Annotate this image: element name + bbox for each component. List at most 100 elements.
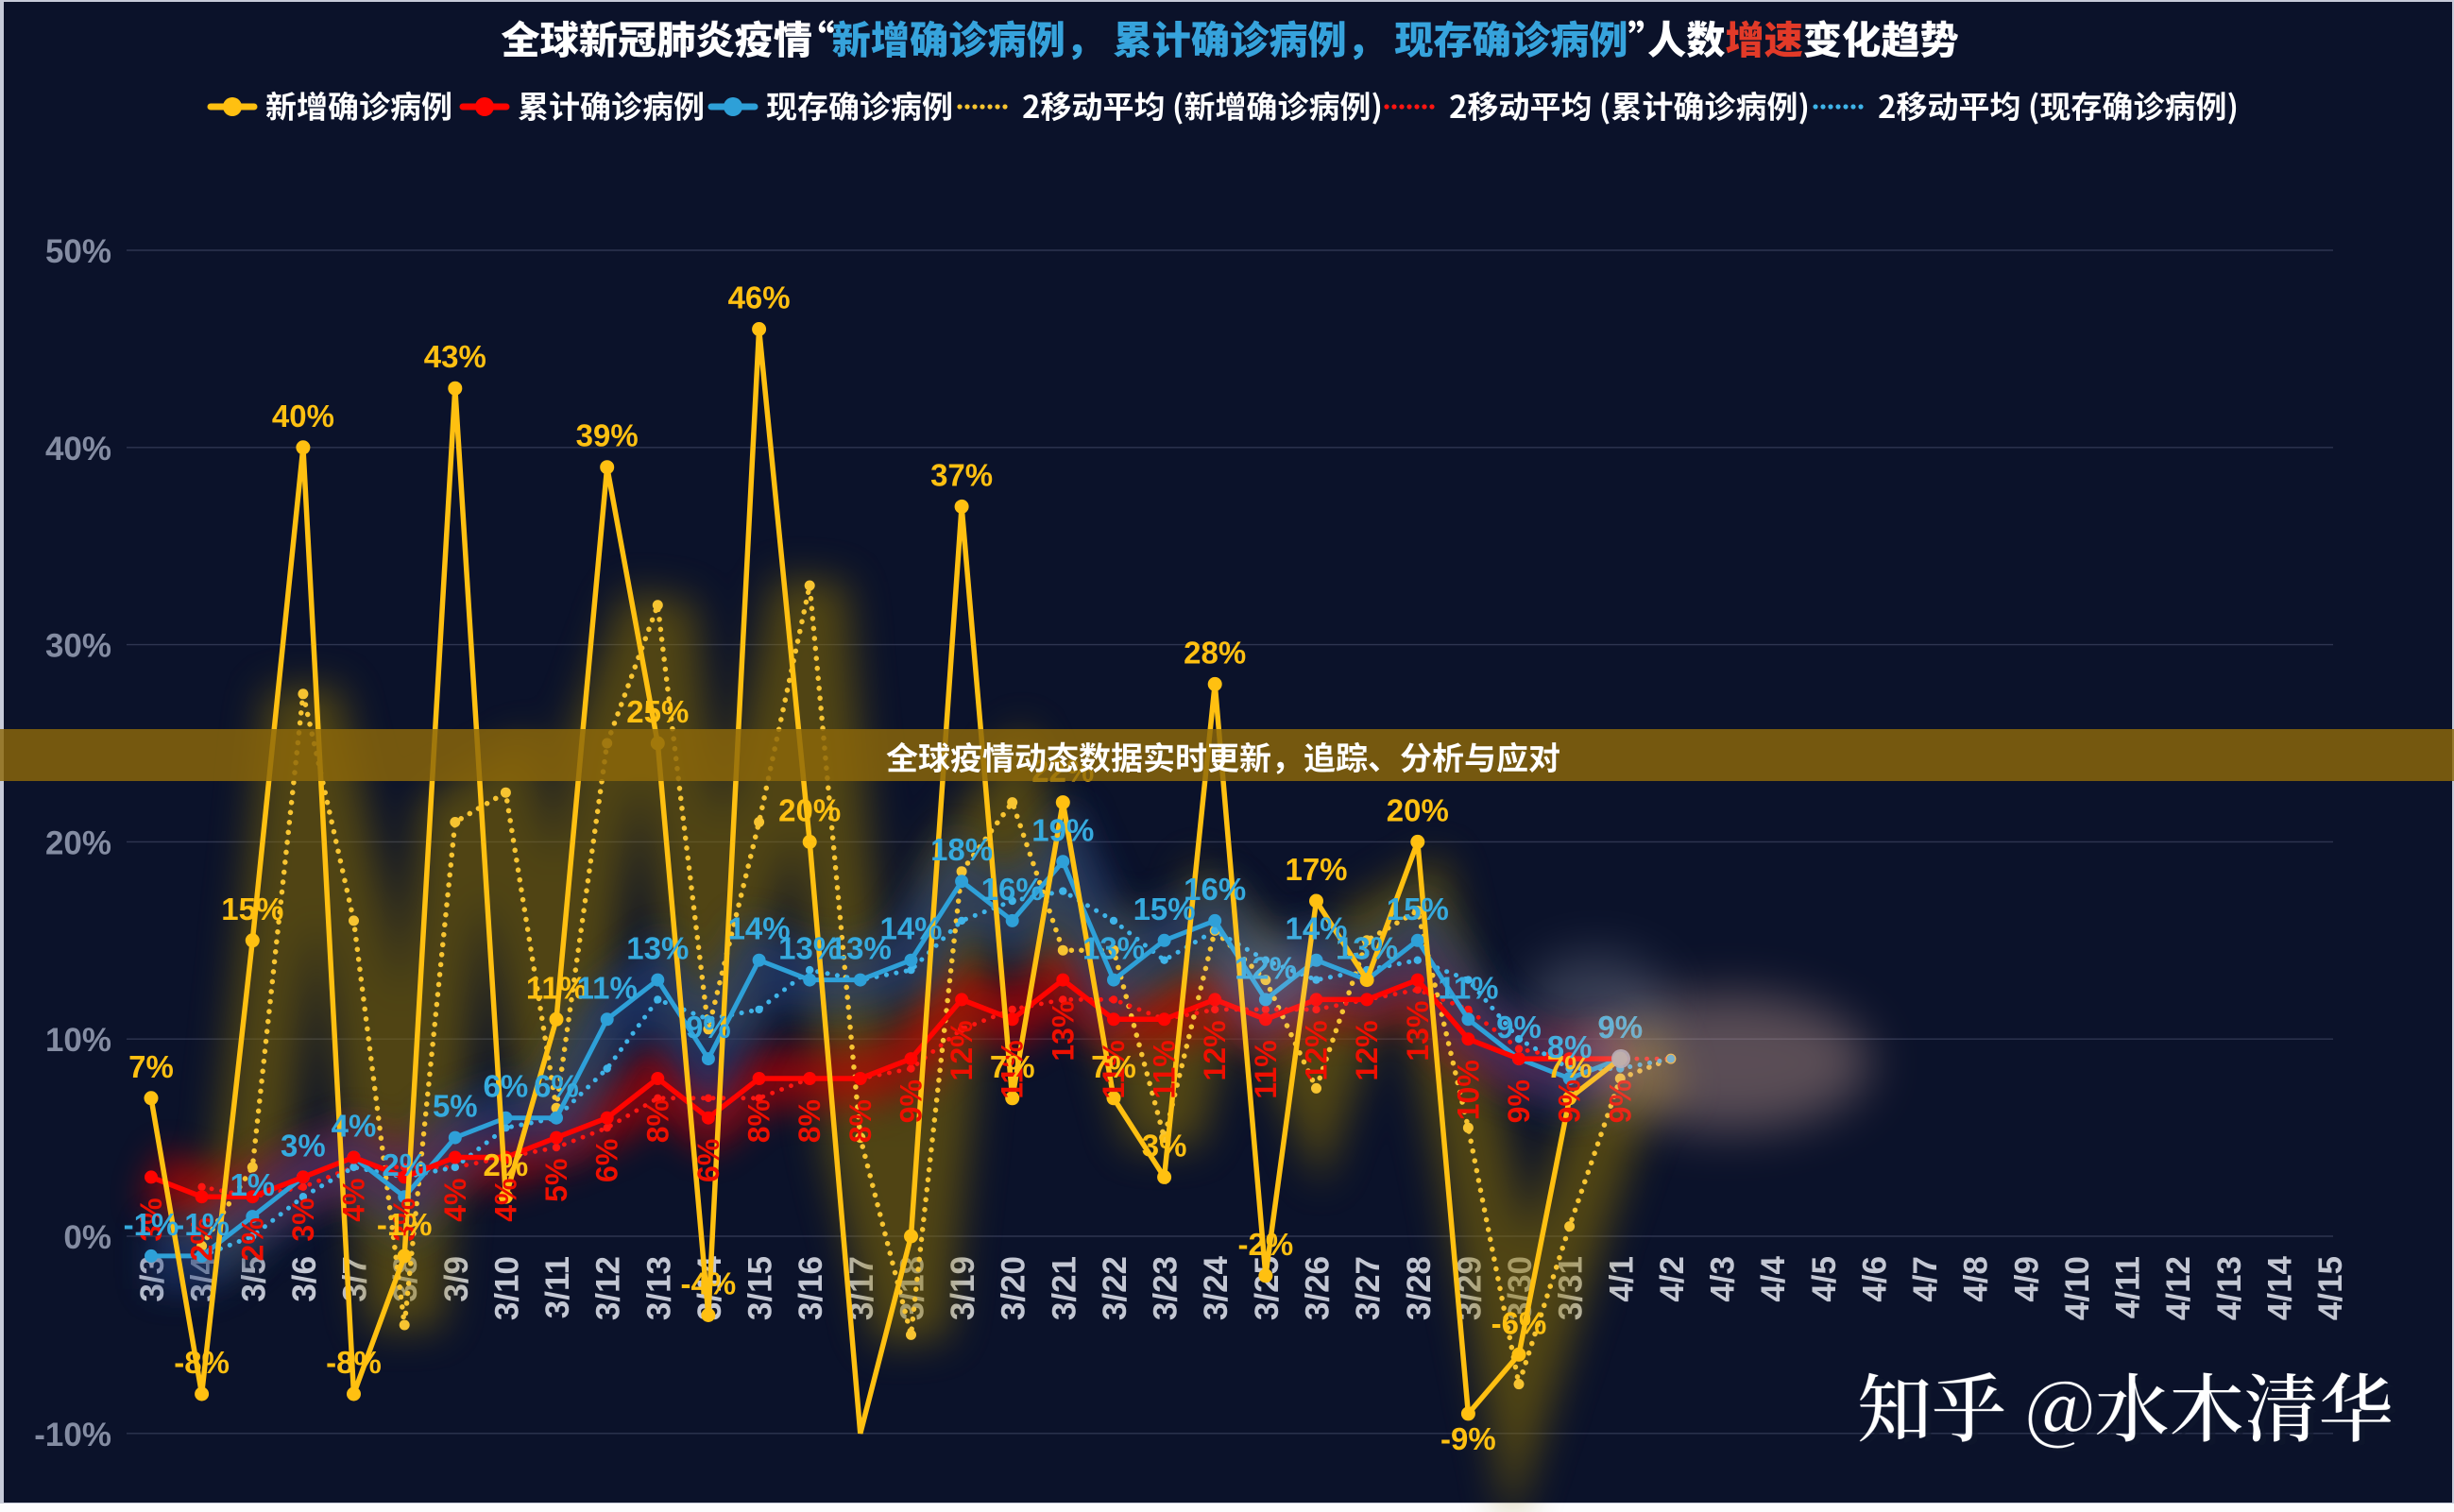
svg-text:11%: 11% xyxy=(1249,1040,1283,1098)
svg-text:-1%: -1% xyxy=(124,1207,179,1242)
svg-text:12%: 12% xyxy=(1350,1020,1384,1080)
svg-text:6%: 6% xyxy=(484,1069,529,1104)
svg-text:4/13: 4/13 xyxy=(2211,1256,2248,1320)
svg-text:12%: 12% xyxy=(1300,1020,1334,1080)
svg-text:3/11: 3/11 xyxy=(539,1256,576,1318)
svg-text:3/21: 3/21 xyxy=(1046,1256,1082,1320)
svg-text:3/26: 3/26 xyxy=(1300,1256,1337,1320)
svg-text:39%: 39% xyxy=(576,418,639,453)
svg-text:3%: 3% xyxy=(1142,1128,1187,1163)
svg-text:3/16: 3/16 xyxy=(792,1256,829,1320)
svg-text:15%: 15% xyxy=(1387,892,1449,926)
svg-text:-6%: -6% xyxy=(1491,1305,1547,1340)
svg-text:3%: 3% xyxy=(281,1128,326,1163)
svg-text:4/15: 4/15 xyxy=(2312,1256,2349,1320)
svg-text:43%: 43% xyxy=(424,339,486,374)
svg-text:46%: 46% xyxy=(728,280,791,315)
svg-text:30%: 30% xyxy=(45,628,111,665)
svg-text:3/23: 3/23 xyxy=(1148,1256,1184,1320)
svg-text:4%: 4% xyxy=(488,1179,522,1222)
svg-text:20%: 20% xyxy=(1387,792,1449,827)
svg-text:3/27: 3/27 xyxy=(1350,1256,1387,1320)
svg-text:7%: 7% xyxy=(1091,1049,1136,1084)
svg-text:3/20: 3/20 xyxy=(996,1256,1032,1320)
svg-text:13%: 13% xyxy=(1336,931,1398,966)
svg-text:3/28: 3/28 xyxy=(1401,1256,1438,1320)
svg-text:-8%: -8% xyxy=(326,1345,382,1380)
svg-text:5%: 5% xyxy=(539,1159,573,1202)
svg-text:1%: 1% xyxy=(230,1167,275,1202)
svg-text:4/8: 4/8 xyxy=(1958,1256,1995,1302)
svg-text:4/11: 4/11 xyxy=(2110,1256,2147,1318)
svg-text:4/5: 4/5 xyxy=(1806,1256,1843,1302)
svg-text:40%: 40% xyxy=(272,399,334,433)
svg-text:4/10: 4/10 xyxy=(2059,1256,2096,1320)
svg-text:20%: 20% xyxy=(778,792,841,827)
svg-text:3/6: 3/6 xyxy=(286,1256,323,1302)
svg-text:37%: 37% xyxy=(930,457,993,492)
svg-text:0%: 0% xyxy=(63,1219,111,1256)
svg-text:-1%: -1% xyxy=(174,1207,230,1242)
svg-text:8%: 8% xyxy=(792,1099,827,1143)
svg-text:9%: 9% xyxy=(1502,1079,1536,1123)
svg-text:3/15: 3/15 xyxy=(742,1256,779,1320)
svg-text:3%: 3% xyxy=(286,1198,320,1241)
svg-text:18%: 18% xyxy=(930,832,993,867)
svg-text:-2%: -2% xyxy=(1238,1227,1294,1262)
svg-text:7%: 7% xyxy=(990,1049,1035,1084)
svg-text:13%: 13% xyxy=(829,931,892,966)
svg-text:4/3: 4/3 xyxy=(1705,1256,1742,1302)
svg-text:8%: 8% xyxy=(844,1099,878,1143)
svg-text:10%: 10% xyxy=(45,1022,111,1059)
svg-text:14%: 14% xyxy=(1285,911,1347,946)
svg-text:2%: 2% xyxy=(484,1147,529,1182)
svg-text:4/7: 4/7 xyxy=(1907,1256,1944,1302)
svg-text:-8%: -8% xyxy=(174,1345,230,1380)
svg-text:3/24: 3/24 xyxy=(1198,1255,1235,1320)
svg-text:15%: 15% xyxy=(1133,892,1196,926)
svg-text:13%: 13% xyxy=(1046,1001,1080,1062)
svg-text:11%: 11% xyxy=(996,1040,1030,1098)
svg-text:-4%: -4% xyxy=(681,1266,737,1301)
svg-text:9%: 9% xyxy=(1553,1079,1587,1123)
svg-text:4/4: 4/4 xyxy=(1755,1255,1792,1301)
svg-text:14%: 14% xyxy=(879,911,942,946)
svg-text:16%: 16% xyxy=(981,872,1044,907)
svg-text:14%: 14% xyxy=(728,911,791,946)
svg-text:4%: 4% xyxy=(337,1179,371,1222)
svg-text:12%: 12% xyxy=(1198,1020,1232,1080)
svg-text:4%: 4% xyxy=(438,1179,472,1222)
svg-text:-1%: -1% xyxy=(377,1207,433,1242)
svg-text:11%: 11% xyxy=(1148,1040,1182,1098)
svg-text:4/12: 4/12 xyxy=(2160,1256,2197,1320)
svg-text:16%: 16% xyxy=(1184,872,1246,907)
svg-text:7%: 7% xyxy=(1547,1049,1593,1084)
svg-text:11%: 11% xyxy=(526,970,587,1005)
svg-text:13%: 13% xyxy=(1401,1001,1435,1062)
svg-text:4/14: 4/14 xyxy=(2262,1255,2299,1320)
svg-text:20%: 20% xyxy=(45,824,111,861)
svg-text:9%: 9% xyxy=(686,1010,731,1045)
svg-text:4/2: 4/2 xyxy=(1654,1256,1691,1302)
svg-text:3%: 3% xyxy=(387,1198,421,1241)
svg-text:4/6: 4/6 xyxy=(1856,1256,1893,1302)
svg-text:19%: 19% xyxy=(1031,812,1094,847)
svg-text:13%: 13% xyxy=(1082,931,1145,966)
svg-text:4%: 4% xyxy=(332,1109,377,1144)
svg-text:2%: 2% xyxy=(382,1147,427,1182)
svg-text:3/22: 3/22 xyxy=(1097,1256,1133,1320)
svg-text:10%: 10% xyxy=(1451,1060,1485,1120)
svg-text:11%: 11% xyxy=(1097,1040,1131,1098)
svg-text:13%: 13% xyxy=(778,931,841,966)
svg-text:4/1: 4/1 xyxy=(1603,1256,1640,1302)
svg-text:11%: 11% xyxy=(1438,970,1498,1005)
svg-text:3/10: 3/10 xyxy=(488,1256,525,1320)
svg-text:2%: 2% xyxy=(235,1217,269,1261)
svg-text:12%: 12% xyxy=(945,1020,979,1080)
svg-text:3%: 3% xyxy=(134,1198,168,1241)
svg-text:13%: 13% xyxy=(1336,931,1398,966)
svg-text:-10%: -10% xyxy=(34,1417,111,1453)
svg-text:5%: 5% xyxy=(433,1089,478,1124)
svg-text:6%: 6% xyxy=(590,1139,624,1182)
svg-text:15%: 15% xyxy=(221,892,283,926)
